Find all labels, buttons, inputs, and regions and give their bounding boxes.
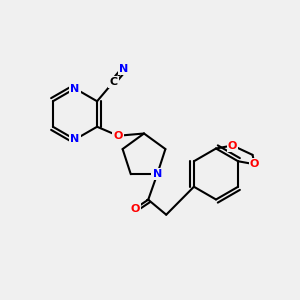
Text: O: O bbox=[228, 140, 237, 151]
Text: N: N bbox=[70, 83, 80, 94]
Text: O: O bbox=[250, 159, 259, 169]
Text: N: N bbox=[119, 64, 129, 74]
Text: C: C bbox=[110, 77, 118, 87]
Text: N: N bbox=[153, 169, 162, 179]
Text: O: O bbox=[130, 204, 140, 214]
Text: O: O bbox=[113, 131, 123, 141]
Text: N: N bbox=[70, 134, 80, 145]
